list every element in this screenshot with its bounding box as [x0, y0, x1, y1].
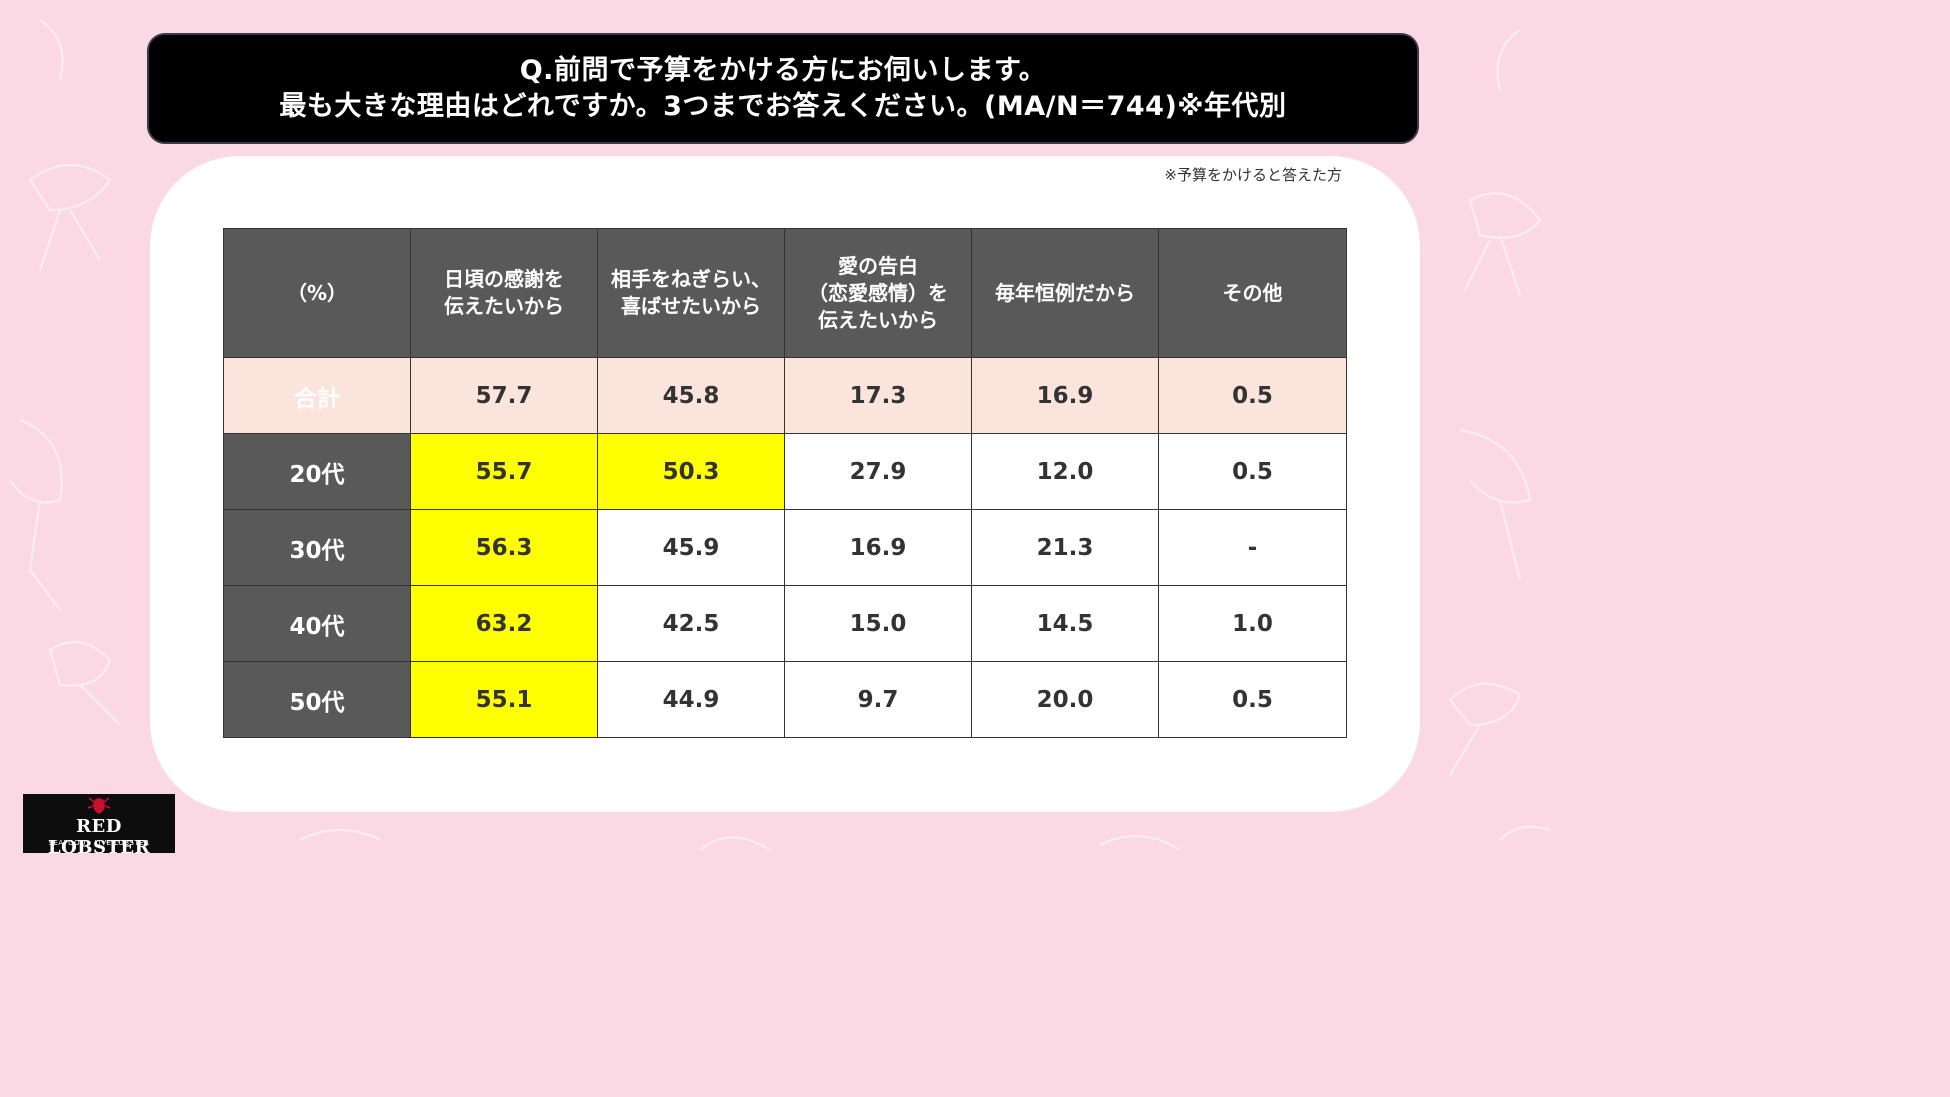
table-cell: 20.0	[971, 661, 1159, 738]
row-label: 20代	[223, 433, 411, 510]
table-cell: 9.7	[784, 661, 972, 738]
row-label: 50代	[223, 661, 411, 738]
table-cell: 21.3	[971, 509, 1159, 586]
row-label: 30代	[223, 509, 411, 586]
logo-tagline: SEAFOOD · LIVE LOBSTER	[48, 839, 150, 847]
lobster-pattern-background	[9, 19, 1551, 851]
logo-brand: RED LOBSTER	[47, 816, 151, 858]
lobster-icon	[87, 797, 111, 814]
table-cell: 16.9	[971, 357, 1159, 434]
table-cell: 45.9	[597, 509, 785, 586]
table-cell: 0.5	[1158, 661, 1347, 738]
table-cell: 27.9	[784, 433, 972, 510]
table-cell: 0.5	[1158, 357, 1347, 434]
table-cell: 55.1	[410, 661, 598, 738]
question-line-2: 最も大きな理由はどれですか。3つまでお答えください。(MA/N＝744)※年代別	[279, 90, 1287, 122]
table-row: 合計 57.7 45.8 17.3 16.9 0.5	[223, 357, 1347, 434]
table-cell: 57.7	[410, 357, 598, 434]
column-header: 相手をねぎらい、 喜ばせたいから	[597, 228, 785, 358]
column-header: その他	[1158, 228, 1347, 358]
table-cell: 16.9	[784, 509, 972, 586]
row-label: 40代	[223, 585, 411, 662]
respondent-note: ※予算をかけると答えた方	[1164, 166, 1342, 184]
table-header-row: （%） 日頃の感謝を 伝えたいから 相手をねぎらい、 喜ばせたいから 愛の告白 （恋愛…	[223, 228, 1347, 358]
question-banner: Q.前問で予算をかける方にお伺いします。 最も大きな理由はどれですか。3つまでお…	[147, 33, 1419, 144]
table-cell: 42.5	[597, 585, 785, 662]
column-header: 日頃の感謝を 伝えたいから	[410, 228, 598, 358]
table-cell: 0.5	[1158, 433, 1347, 510]
table-cell: 63.2	[410, 585, 598, 662]
table-cell: 50.3	[597, 433, 785, 510]
table-row: 50代 55.1 44.9 9.7 20.0 0.5	[223, 661, 1347, 738]
question-line-1: Q.前問で予算をかける方にお伺いします。	[519, 54, 1047, 86]
table-cell: 14.5	[971, 585, 1159, 662]
table-row: 30代 56.3 45.9 16.9 21.3-	[223, 509, 1347, 586]
column-header: 愛の告白 （恋愛感情）を 伝えたいから	[784, 228, 972, 358]
table-cell: 56.3	[410, 509, 598, 586]
table-cell: 1.0	[1158, 585, 1347, 662]
table-row: 40代 63.2 42.5 15.0 14.5 1.0	[223, 585, 1347, 662]
column-header: 毎年恒例だから	[971, 228, 1159, 358]
table-cell: 55.7	[410, 433, 598, 510]
results-table: （%） 日頃の感謝を 伝えたいから 相手をねぎらい、 喜ばせたいから 愛の告白 （恋愛…	[223, 228, 1347, 738]
table-cell: 15.0	[784, 585, 972, 662]
red-lobster-logo: RED LOBSTER SEAFOOD · LIVE LOBSTER	[23, 794, 175, 858]
table-panel: ※予算をかけると答えた方 （%） 日頃の感謝を 伝えたいから 相手をねぎらい、 喜ば…	[150, 156, 1420, 812]
table-cell: -	[1158, 509, 1347, 586]
table-cell: 45.8	[597, 357, 785, 434]
row-label: 合計	[223, 357, 411, 434]
table-cell: 12.0	[971, 433, 1159, 510]
unit-header: （%）	[223, 228, 411, 358]
table-cell: 44.9	[597, 661, 785, 738]
table-row: 20代 55.7 50.3 27.9 12.0 0.5	[223, 433, 1347, 510]
table-cell: 17.3	[784, 357, 972, 434]
